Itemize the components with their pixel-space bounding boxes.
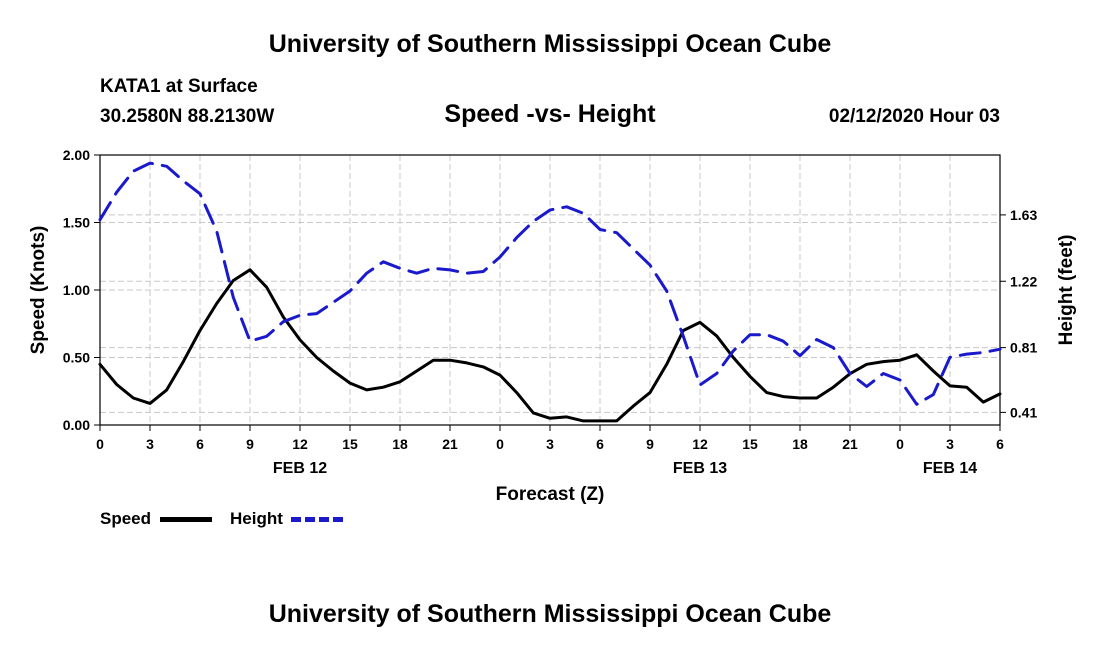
x-axis-label: Forecast (Z) bbox=[496, 484, 605, 505]
x-tick-label: 9 bbox=[246, 436, 254, 452]
x-tick-label: 0 bbox=[896, 436, 904, 452]
date-label: FEB 13 bbox=[673, 460, 727, 477]
y2-tick-label: 0.81 bbox=[1010, 340, 1037, 356]
x-tick-label: 6 bbox=[996, 436, 1004, 452]
x-tick-label: 3 bbox=[946, 436, 954, 452]
legend-speed-swatch bbox=[160, 517, 212, 522]
x-tick-label: 21 bbox=[842, 436, 858, 452]
x-tick-label: 3 bbox=[546, 436, 554, 452]
x-tick-label: 21 bbox=[442, 436, 458, 452]
legend-speed-label: Speed bbox=[100, 509, 152, 528]
station-label: KATA1 at Surface bbox=[100, 76, 258, 97]
x-tick-label: 6 bbox=[596, 436, 604, 452]
date-label: FEB 12 bbox=[273, 460, 327, 477]
x-tick-label: 18 bbox=[392, 436, 408, 452]
x-tick-label: 6 bbox=[196, 436, 204, 452]
forecast-timestamp: 02/12/2020 Hour 03 bbox=[828, 106, 1000, 127]
x-tick-label: 12 bbox=[692, 436, 708, 452]
y-axis-label: Speed (Knots) bbox=[28, 226, 49, 355]
height-series-line bbox=[98, 161, 1002, 406]
x-tick-label: 9 bbox=[646, 436, 654, 452]
page-title: University of Southern Mississippi Ocean… bbox=[268, 30, 832, 58]
x-tick-label: 0 bbox=[496, 436, 504, 452]
date-label: FEB 14 bbox=[923, 460, 977, 477]
x-tick-label: 18 bbox=[792, 436, 808, 452]
footer-title: University of Southern Mississippi Ocean… bbox=[268, 600, 832, 628]
y-tick-label: 2.00 bbox=[63, 147, 90, 163]
plot-frame bbox=[99, 154, 1001, 426]
x-tick-label: 0 bbox=[96, 436, 104, 452]
legend-height-label: Height bbox=[230, 509, 283, 528]
chart-area: 0 3 6 9 12 15 18 21 0 3 6 9 12 15 18 21 0 3 6 0.00 0.50 1.00 1… bbox=[28, 147, 1077, 505]
y-tick-label: 0.50 bbox=[63, 350, 90, 366]
station-coordinates: 30.2580N 88.2130W bbox=[100, 106, 275, 127]
y-tick-label: 1.50 bbox=[63, 215, 90, 231]
x-tick-label: 15 bbox=[342, 436, 358, 452]
legend-height-swatch bbox=[291, 517, 343, 522]
x-tick-label: 15 bbox=[742, 436, 758, 452]
x-tick-label: 3 bbox=[146, 436, 154, 452]
y2-axis-label: Height (feet) bbox=[1056, 235, 1077, 346]
y-tick-label: 1.00 bbox=[63, 282, 90, 298]
y2-tick-label: 1.22 bbox=[1010, 273, 1037, 289]
y2-tick-label: 1.63 bbox=[1010, 207, 1037, 223]
y-tick-label: 0.00 bbox=[63, 417, 90, 433]
chart-subtitle: Speed -vs- Height bbox=[444, 100, 656, 128]
x-tick-label: 12 bbox=[292, 436, 308, 452]
y2-tick-label: 0.41 bbox=[1010, 404, 1037, 420]
